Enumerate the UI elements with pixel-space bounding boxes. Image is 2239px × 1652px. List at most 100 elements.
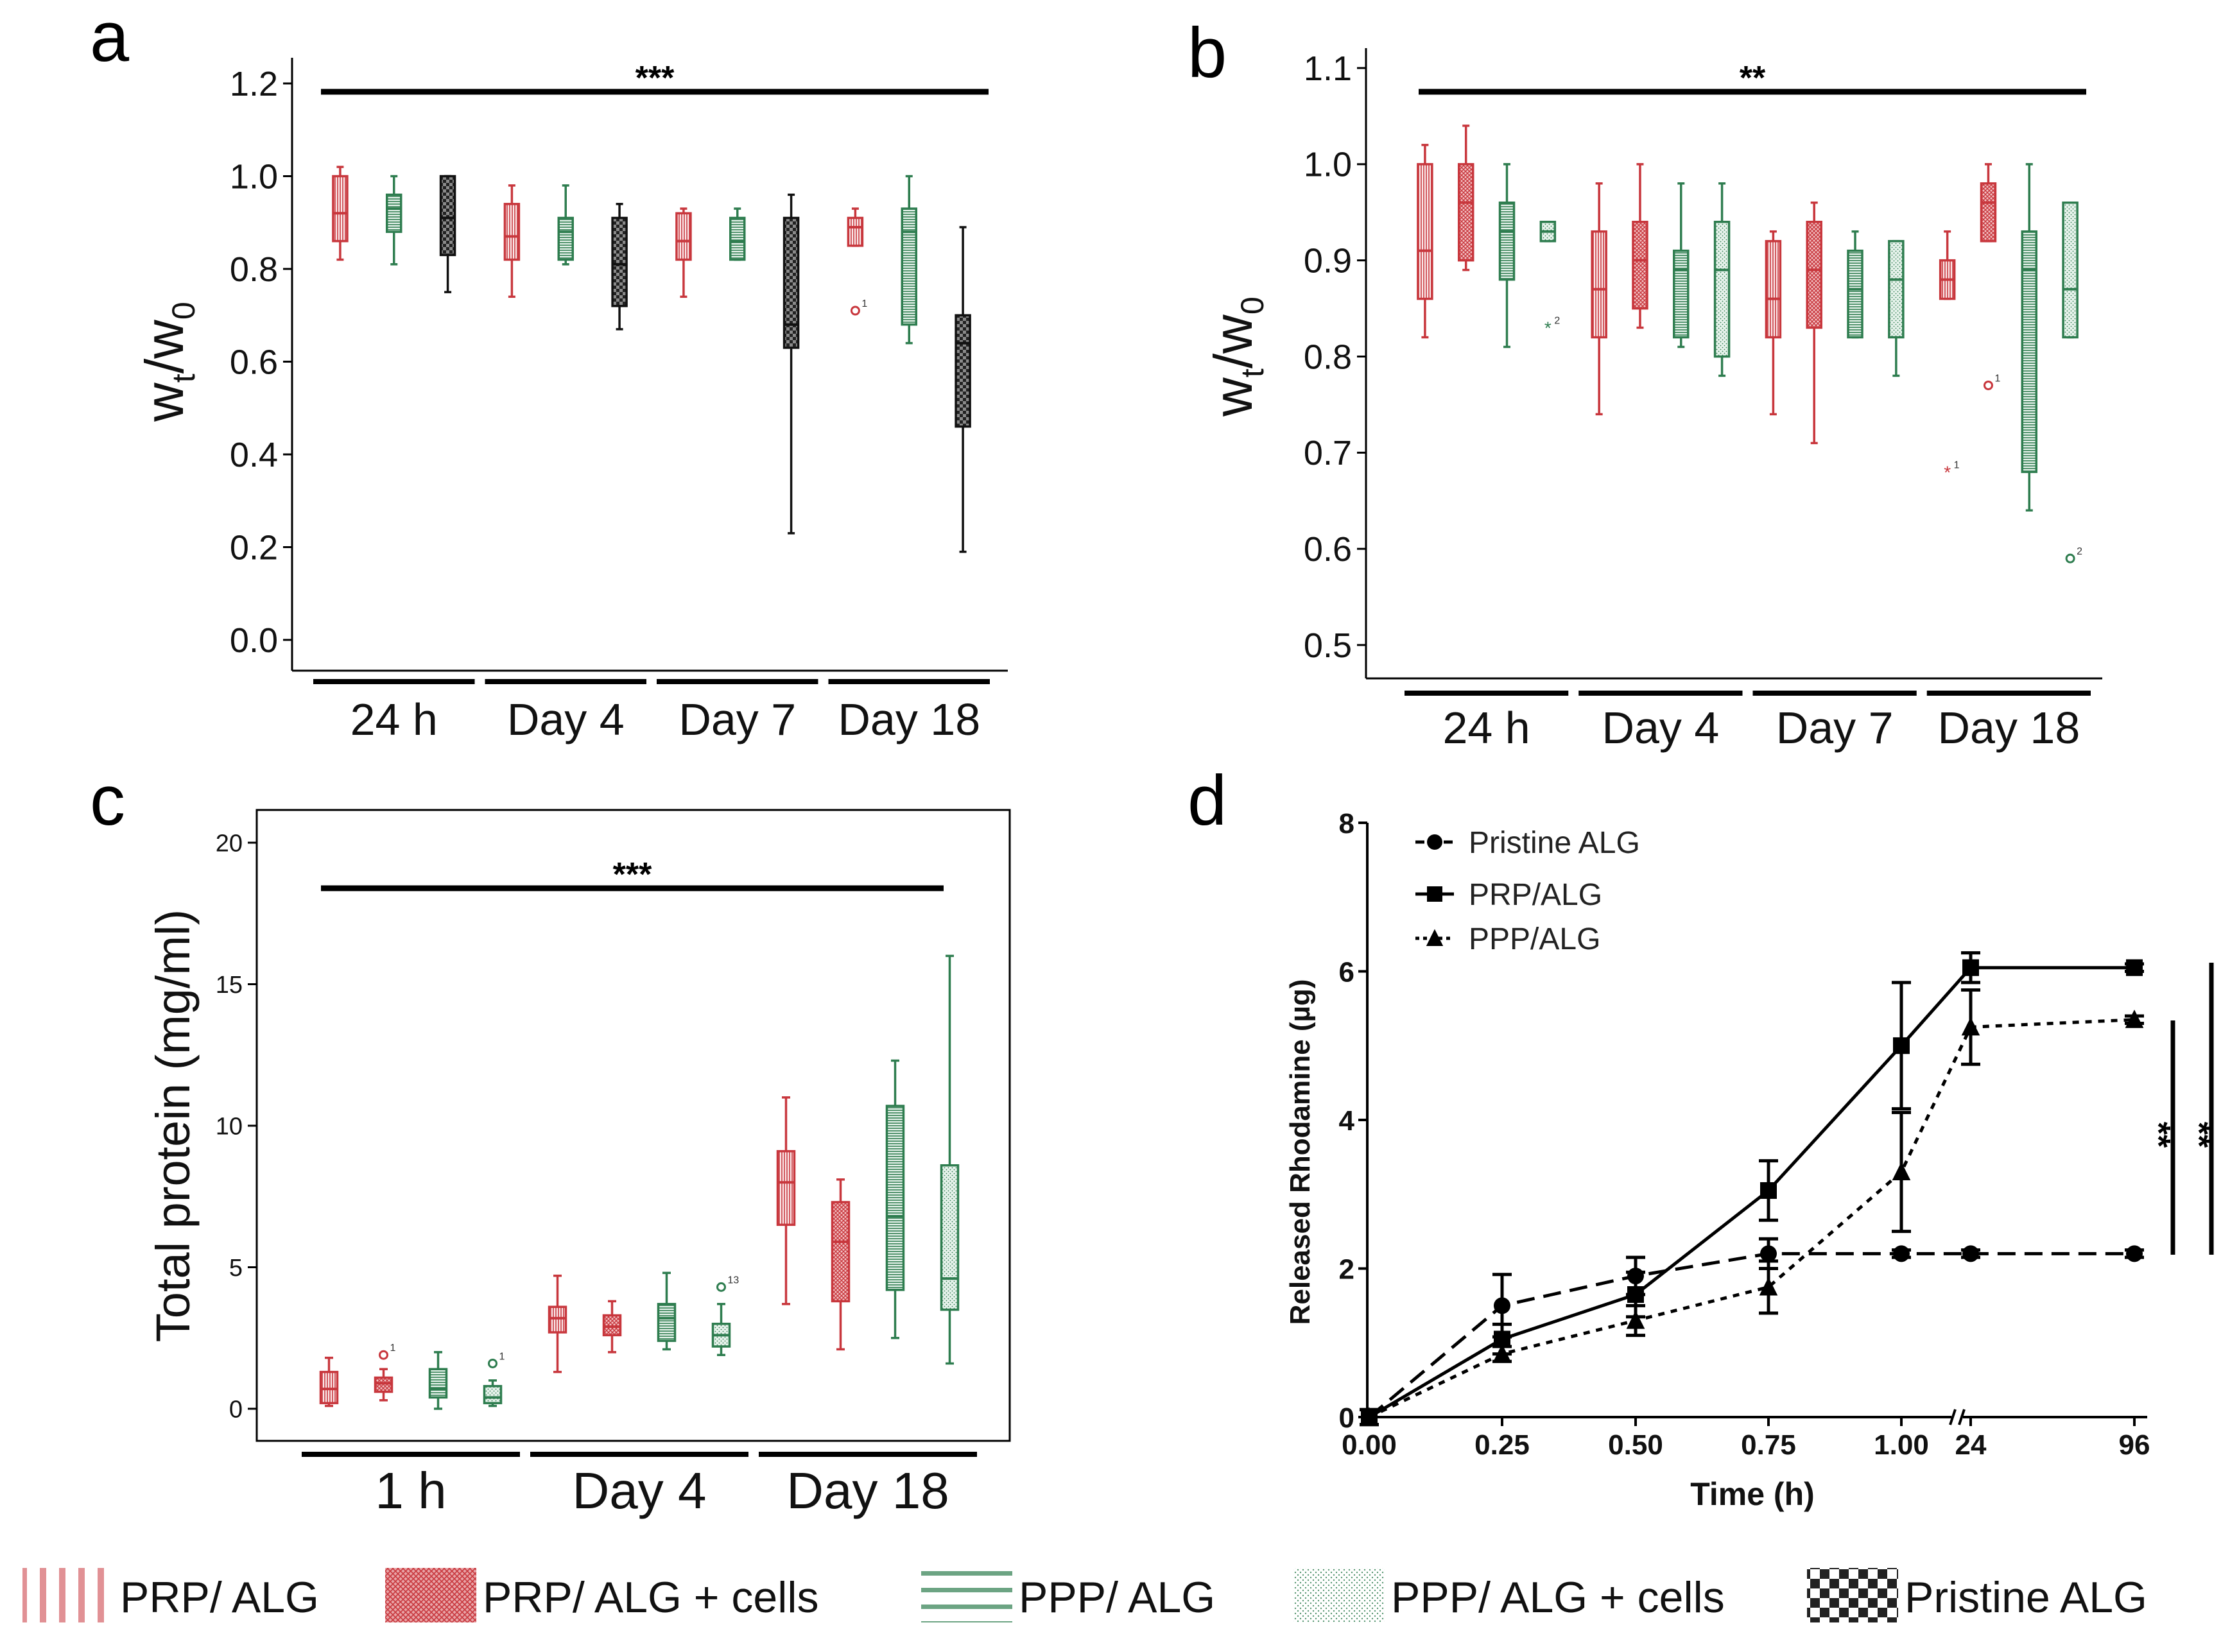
box-outlier-label: 2 bbox=[2077, 546, 2082, 557]
y-tick-label: 0.0 bbox=[230, 621, 278, 660]
legend-label: PPP/ALG bbox=[1469, 922, 1600, 956]
legend-marker bbox=[1426, 929, 1444, 946]
y-axis-label-part: /w bbox=[1203, 314, 1263, 368]
box-iqr bbox=[847, 216, 864, 247]
box-iqr bbox=[1765, 239, 1782, 339]
box-iqr bbox=[1888, 239, 1905, 339]
group-label: Day 4 bbox=[507, 694, 625, 744]
x-tick-label: 0.00 bbox=[1342, 1429, 1397, 1461]
group-label: 1 h bbox=[375, 1462, 446, 1519]
box-iqr bbox=[831, 1201, 851, 1303]
box-outlier-label: 2 bbox=[1554, 316, 1560, 327]
significance-stars: *** bbox=[613, 856, 652, 893]
panel-letter-d: d bbox=[1188, 761, 1227, 840]
box-iqr bbox=[1632, 220, 1648, 310]
y-tick-label: 1.0 bbox=[230, 157, 278, 196]
y-tick-label: 1.2 bbox=[230, 65, 278, 103]
legend-marker bbox=[1427, 834, 1442, 850]
y-axis-label-sub: 0 bbox=[1234, 297, 1270, 314]
box-iqr bbox=[729, 216, 746, 261]
data-point bbox=[1961, 1017, 1980, 1036]
box-iqr bbox=[386, 193, 402, 233]
x-tick-label: 24 bbox=[1955, 1429, 1987, 1461]
panel-letter-c: c bbox=[90, 761, 125, 840]
chart-panel-c: 0 5 10 15 20 Total protein (mg/ml) *** 1 h 1 1 Day… bbox=[146, 809, 1011, 1519]
x-tick-label: 0.25 bbox=[1474, 1429, 1530, 1461]
box-outlier-label: 13 bbox=[728, 1275, 739, 1286]
legend-label: PPP/ ALG + cells bbox=[1391, 1573, 1725, 1622]
y-axis-label-part: /w bbox=[134, 320, 195, 374]
box-outlier-label: 1 bbox=[861, 298, 867, 309]
series-line bbox=[1368, 966, 2134, 1419]
box-outlier bbox=[488, 1358, 497, 1368]
legend-label: Pristine ALG bbox=[1905, 1573, 2147, 1622]
y-tick-label: 0 bbox=[229, 1396, 243, 1423]
significance-stars: *** bbox=[635, 60, 675, 97]
group-label: Day 7 bbox=[679, 694, 796, 744]
y-tick-label: 0.6 bbox=[1304, 530, 1352, 569]
panel-letter-a: a bbox=[90, 0, 130, 76]
box-outlier-label: 1 bbox=[499, 1351, 505, 1362]
x-tick-label: 0.50 bbox=[1608, 1429, 1663, 1461]
legend-label: PPP/ ALG bbox=[1019, 1573, 1215, 1622]
box-outlier-label: 1 bbox=[1954, 460, 1960, 470]
x-tick-label: 96 bbox=[2119, 1429, 2150, 1461]
legend-swatch bbox=[385, 1568, 476, 1622]
box-iqr bbox=[675, 212, 692, 261]
y-axis-label-part: w bbox=[134, 383, 195, 422]
legend-label: PRP/ ALG + cells bbox=[483, 1573, 818, 1622]
data-point bbox=[2126, 959, 2143, 976]
legend-swatch bbox=[1293, 1568, 1385, 1622]
group-label: Day 4 bbox=[573, 1462, 707, 1519]
y-axis-label: Total protein (mg/ml) bbox=[146, 909, 200, 1342]
x-tick-label: 0.75 bbox=[1741, 1429, 1796, 1461]
box-iqr bbox=[940, 1164, 960, 1311]
y-axis-label-sub: t bbox=[1234, 368, 1270, 377]
y-tick-label: 0 bbox=[1339, 1402, 1354, 1434]
box-outlier bbox=[2065, 553, 2075, 564]
y-tick-label: 6 bbox=[1339, 957, 1354, 988]
y-axis-label-sub: t bbox=[165, 374, 202, 383]
box-iqr bbox=[1498, 202, 1516, 281]
y-tick-label: 1.0 bbox=[1304, 146, 1352, 184]
legend-label: PRP/ ALG bbox=[120, 1573, 319, 1622]
group-label: Day 18 bbox=[786, 1462, 949, 1519]
group-label: Day 7 bbox=[1776, 703, 1894, 753]
legend-swatch bbox=[22, 1568, 114, 1622]
x-axis-break-mark bbox=[1958, 1409, 1966, 1425]
box-outlier-label: 1 bbox=[1994, 373, 2000, 384]
y-axis-label: wt/w0 bbox=[1203, 297, 1270, 417]
box-iqr bbox=[657, 1303, 677, 1342]
significance-stars: ** bbox=[1740, 60, 1766, 97]
significance-stars: ** bbox=[2180, 1122, 2217, 1148]
box-outlier: * bbox=[1544, 318, 1552, 338]
data-point bbox=[1760, 1245, 1777, 1262]
x-tick-label: 1.00 bbox=[1874, 1429, 1929, 1461]
box-outlier bbox=[716, 1282, 726, 1292]
y-tick-label: 0.5 bbox=[1304, 626, 1352, 665]
box-iqr bbox=[374, 1376, 393, 1393]
box-iqr bbox=[602, 1314, 622, 1337]
box-iqr bbox=[1980, 182, 1997, 243]
group-label: 24 h bbox=[1443, 703, 1530, 753]
data-point bbox=[1759, 1277, 1778, 1296]
box-iqr bbox=[2062, 202, 2079, 339]
box-iqr bbox=[1457, 163, 1474, 262]
data-point bbox=[1892, 1162, 1911, 1181]
box-outlier bbox=[1983, 380, 1993, 390]
data-point bbox=[1494, 1297, 1510, 1314]
box-iqr bbox=[611, 216, 628, 307]
box-iqr bbox=[1847, 249, 1863, 339]
y-tick-label: 8 bbox=[1339, 808, 1354, 839]
y-tick-label: 2 bbox=[1339, 1254, 1354, 1286]
y-axis-label: wt/w0 bbox=[134, 302, 202, 422]
box-iqr bbox=[782, 216, 800, 349]
y-tick-label: 1.1 bbox=[1304, 49, 1352, 88]
group-label: Day 18 bbox=[1937, 703, 2080, 753]
box-iqr bbox=[901, 207, 917, 326]
panel-letter-b: b bbox=[1188, 13, 1227, 92]
box-iqr bbox=[1417, 163, 1433, 300]
x-axis-label: Time (h) bbox=[1690, 1476, 1815, 1512]
data-point bbox=[1962, 1245, 1979, 1262]
data-point bbox=[2126, 1245, 2143, 1262]
